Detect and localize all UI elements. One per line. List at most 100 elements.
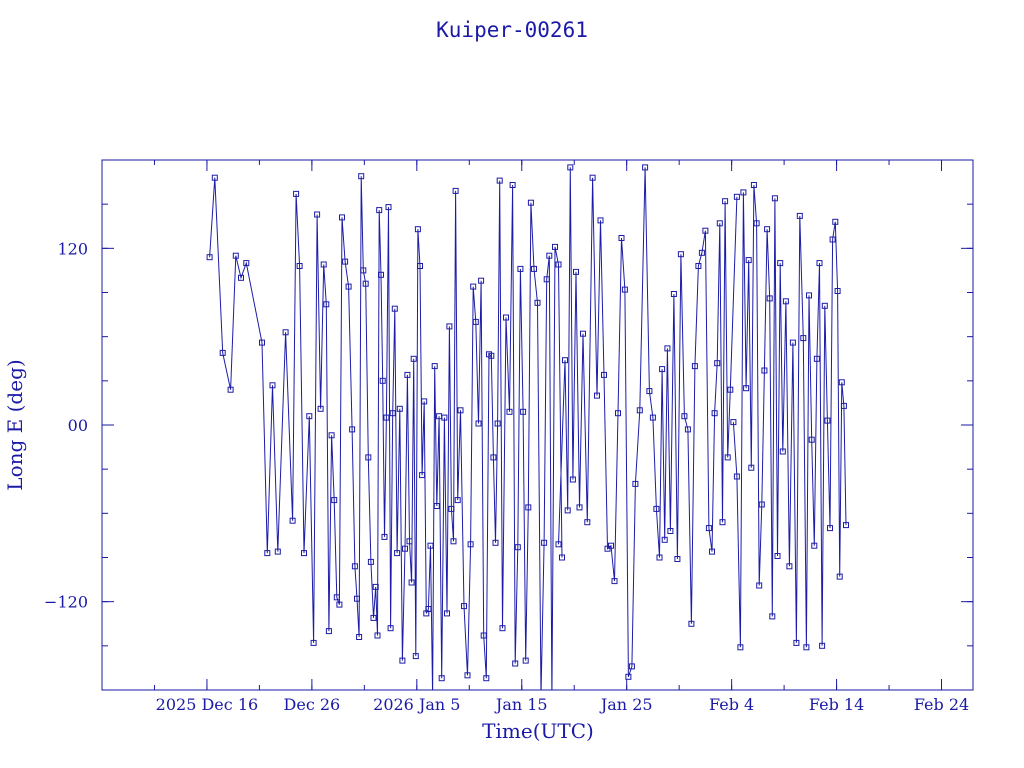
data-point-marker: [446, 323, 453, 330]
data-point-marker: [417, 263, 423, 269]
data-point-marker: [399, 657, 406, 664]
x-tick-label: Dec 26: [284, 695, 341, 714]
data-point-marker: [448, 505, 455, 512]
data-point-marker: [492, 539, 499, 546]
data-point-marker: [496, 177, 503, 184]
data-point-marker: [711, 410, 718, 417]
data-point-marker: [733, 193, 740, 200]
data-point-marker: [761, 367, 768, 374]
data-point-marker: [674, 556, 681, 562]
data-point-marker: [642, 164, 649, 171]
data-point-marker: [421, 398, 428, 405]
data-point-marker: [381, 533, 388, 540]
data-point-marker: [349, 426, 356, 433]
data-point-marker: [552, 243, 558, 250]
data-point-marker: [688, 620, 695, 627]
data-point-marker: [431, 363, 438, 370]
axis-ticks: [101, 159, 973, 691]
data-point-marker: [310, 639, 317, 646]
data-point-marker: [457, 407, 464, 414]
data-point-marker: [419, 472, 426, 479]
data-point-marker: [444, 610, 450, 617]
data-point-marker: [821, 302, 828, 309]
data-point-marker: [543, 276, 550, 283]
data-point-marker: [470, 283, 477, 290]
data-point-marker: [737, 644, 744, 651]
data-point-marker: [716, 220, 723, 227]
data-point-marker: [461, 603, 467, 610]
data-point-marker: [695, 263, 702, 269]
data-point-marker: [632, 480, 639, 487]
data-point-marker: [232, 252, 239, 259]
data-point-marker: [659, 366, 666, 373]
data-point-marker: [541, 539, 548, 546]
data-point-marker: [576, 504, 583, 511]
data-point-marker: [567, 164, 574, 171]
data-point-marker: [625, 673, 632, 680]
data-point-marker: [764, 226, 771, 233]
data-point-marker: [464, 672, 471, 679]
data-point-marker: [483, 675, 490, 682]
data-point-marker: [774, 553, 781, 559]
data-point-marker: [396, 405, 403, 412]
data-point-marker: [328, 432, 335, 439]
x-tick-label: 2025 Dec 16: [156, 695, 259, 714]
chart-title: Kuiper-00261: [436, 18, 588, 42]
data-point-marker: [777, 260, 784, 267]
data-point-marker: [636, 407, 643, 414]
data-point-marker: [743, 385, 750, 392]
x-tick-label: 2026 Jan 5: [373, 695, 460, 714]
data-point-marker: [362, 280, 369, 287]
data-point-marker: [525, 504, 532, 511]
data-point-marker: [296, 263, 303, 269]
data-point-marker: [681, 413, 688, 420]
data-point-marker: [832, 218, 839, 225]
data-point-marker: [282, 329, 289, 336]
data-point-marker: [727, 386, 734, 393]
data-point-marker: [425, 606, 432, 612]
data-point-marker: [339, 214, 345, 221]
data-point-marker: [653, 505, 660, 512]
data-point-marker: [301, 550, 307, 557]
data-point-marker: [546, 252, 553, 259]
data-point-marker: [274, 548, 281, 555]
data-point-marker: [808, 436, 815, 443]
data-point-marker: [564, 507, 571, 514]
x-tick-label: Jan 15: [494, 695, 548, 714]
data-point-marker: [670, 291, 677, 297]
data-point-marker: [811, 542, 818, 549]
data-point-marker: [325, 628, 332, 635]
data-point-marker: [385, 204, 392, 211]
data-point-marker: [372, 583, 379, 590]
data-point-marker: [289, 517, 296, 524]
data-point-marker: [406, 538, 413, 545]
data-point-marker: [410, 355, 417, 362]
data-point-marker: [661, 536, 668, 543]
data-point-marker: [438, 675, 445, 682]
data-point-marker: [336, 601, 343, 608]
data-point-marker: [531, 265, 537, 272]
data-point-marker: [756, 582, 763, 589]
data-point-marker: [649, 414, 656, 421]
data-point-marker: [391, 305, 398, 312]
data-point-marker: [684, 426, 691, 433]
data-point-marker: [722, 198, 729, 205]
data-point-marker: [527, 199, 534, 206]
data-point-marker: [667, 528, 674, 534]
data-point-marker: [512, 660, 519, 667]
data-point-marker: [698, 249, 705, 256]
data-point-marker: [584, 519, 591, 526]
y-tick-label: 00: [68, 416, 88, 435]
data-point-marker: [387, 625, 394, 632]
x-tick-label: Feb 14: [809, 695, 864, 714]
data-point-marker: [522, 657, 529, 664]
tick-labels: 2025 Dec 16 Dec 26 2026 Jan 5 Jan 15 Jan 25 F…: [44, 239, 969, 714]
data-point-marker: [691, 363, 698, 370]
data-point-marker: [646, 388, 653, 395]
data-point-marker: [827, 525, 833, 532]
x-axis-title: Time(UTC): [482, 719, 594, 743]
data-point-marker: [488, 352, 495, 359]
data-point-marker: [806, 292, 812, 299]
data-point-marker: [621, 286, 628, 293]
